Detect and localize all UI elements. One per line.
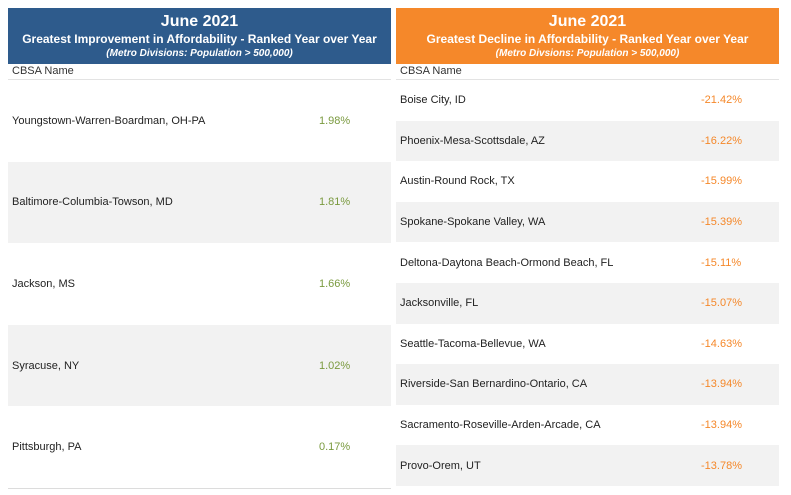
decline-rows: Boise City, ID -21.42% Phoenix-Mesa-Scot…	[396, 80, 779, 486]
affordability-change: -15.99%	[701, 175, 742, 188]
affordability-change: 0.17%	[319, 441, 351, 454]
cbsa-name: Austin-Round Rock, TX	[400, 175, 515, 188]
affordability-change: -15.11%	[701, 256, 742, 269]
cbsa-name: Jackson, MS	[12, 277, 75, 290]
cbsa-name: Deltona-Daytona Beach-Ormond Beach, FL	[400, 256, 614, 269]
table-row: Provo-Orem, UT -13.78%	[396, 445, 779, 486]
affordability-change: -16.22%	[701, 134, 742, 147]
cbsa-name: Spokane-Spokane Valley, WA	[400, 216, 546, 229]
cbsa-name: Provo-Orem, UT	[400, 459, 481, 472]
cbsa-name: Sacramento-Roseville-Arden-Arcade, CA	[400, 419, 601, 432]
decline-table: June 2021 Greatest Decline in Affordabil…	[396, 8, 779, 486]
improvement-subtitle: (Metro Divisions: Population > 500,000)	[106, 48, 293, 59]
table-row: Sacramento-Roseville-Arden-Arcade, CA -1…	[396, 405, 779, 446]
table-row: Boise City, ID -21.42%	[396, 80, 779, 121]
affordability-change: 1.02%	[319, 359, 351, 372]
table-row: Phoenix-Mesa-Scottsdale, AZ -16.22%	[396, 120, 779, 162]
decline-title: Greatest Decline in Affordability - Rank…	[426, 32, 749, 46]
cbsa-name: Syracuse, NY	[12, 359, 80, 372]
improvement-title: Greatest Improvement in Affordability - …	[22, 32, 377, 46]
improvement-header: June 2021 Greatest Improvement in Afford…	[8, 8, 391, 64]
decline-subtitle: (Metro Divsions: Population > 500,000)	[495, 48, 680, 59]
table-row: Seattle-Tacoma-Bellevue, WA -14.63%	[396, 324, 779, 365]
table-row: Jacksonville, FL -15.07%	[396, 282, 779, 324]
table-row: Jackson, MS 1.66%	[8, 243, 391, 325]
affordability-change: -13.94%	[701, 378, 742, 391]
cbsa-name: Riverside-San Bernardino-Ontario, CA	[400, 378, 588, 391]
affordability-change: -21.42%	[701, 94, 742, 107]
affordability-change: -14.63%	[701, 337, 742, 350]
table-row: Baltimore-Columbia-Towson, MD 1.81%	[8, 161, 391, 244]
table-row: Youngstown-Warren-Boardman, OH-PA 1.98%	[8, 80, 391, 162]
affordability-change: -13.94%	[701, 419, 742, 432]
table-row: Spokane-Spokane Valley, WA -15.39%	[396, 201, 779, 243]
cbsa-name: Baltimore-Columbia-Towson, MD	[12, 196, 173, 209]
cbsa-name: Pittsburgh, PA	[12, 441, 82, 454]
table-row: Riverside-San Bernardino-Ontario, CA -13…	[396, 364, 779, 405]
table-row: Pittsburgh, PA 0.17%	[8, 406, 391, 488]
cbsa-name: Youngstown-Warren-Boardman, OH-PA	[12, 114, 206, 127]
affordability-change: -15.07%	[701, 297, 742, 310]
table-row: Syracuse, NY 1.02%	[8, 324, 391, 407]
affordability-change: 1.98%	[319, 114, 351, 127]
improvement-column-header: CBSA Name	[8, 64, 391, 80]
improvement-month: June 2021	[160, 13, 239, 30]
table-row: Deltona-Daytona Beach-Ormond Beach, FL -…	[396, 242, 779, 283]
improvement-table: June 2021 Greatest Improvement in Afford…	[8, 8, 391, 489]
cbsa-name: Boise City, ID	[400, 94, 466, 107]
affordability-change: -15.39%	[701, 216, 742, 229]
cbsa-name: Jacksonville, FL	[400, 297, 479, 310]
table-row: Austin-Round Rock, TX -15.99%	[396, 161, 779, 202]
decline-column-header: CBSA Name	[396, 64, 779, 80]
affordability-change: 1.81%	[319, 196, 351, 209]
improvement-rows: Youngstown-Warren-Boardman, OH-PA 1.98% …	[8, 80, 391, 489]
affordability-change: -13.78%	[701, 459, 742, 472]
decline-header: June 2021 Greatest Decline in Affordabil…	[396, 8, 779, 64]
decline-month: June 2021	[548, 13, 627, 30]
cbsa-name: Phoenix-Mesa-Scottsdale, AZ	[400, 134, 545, 147]
cbsa-name: Seattle-Tacoma-Bellevue, WA	[400, 337, 546, 350]
affordability-change: 1.66%	[319, 277, 351, 290]
